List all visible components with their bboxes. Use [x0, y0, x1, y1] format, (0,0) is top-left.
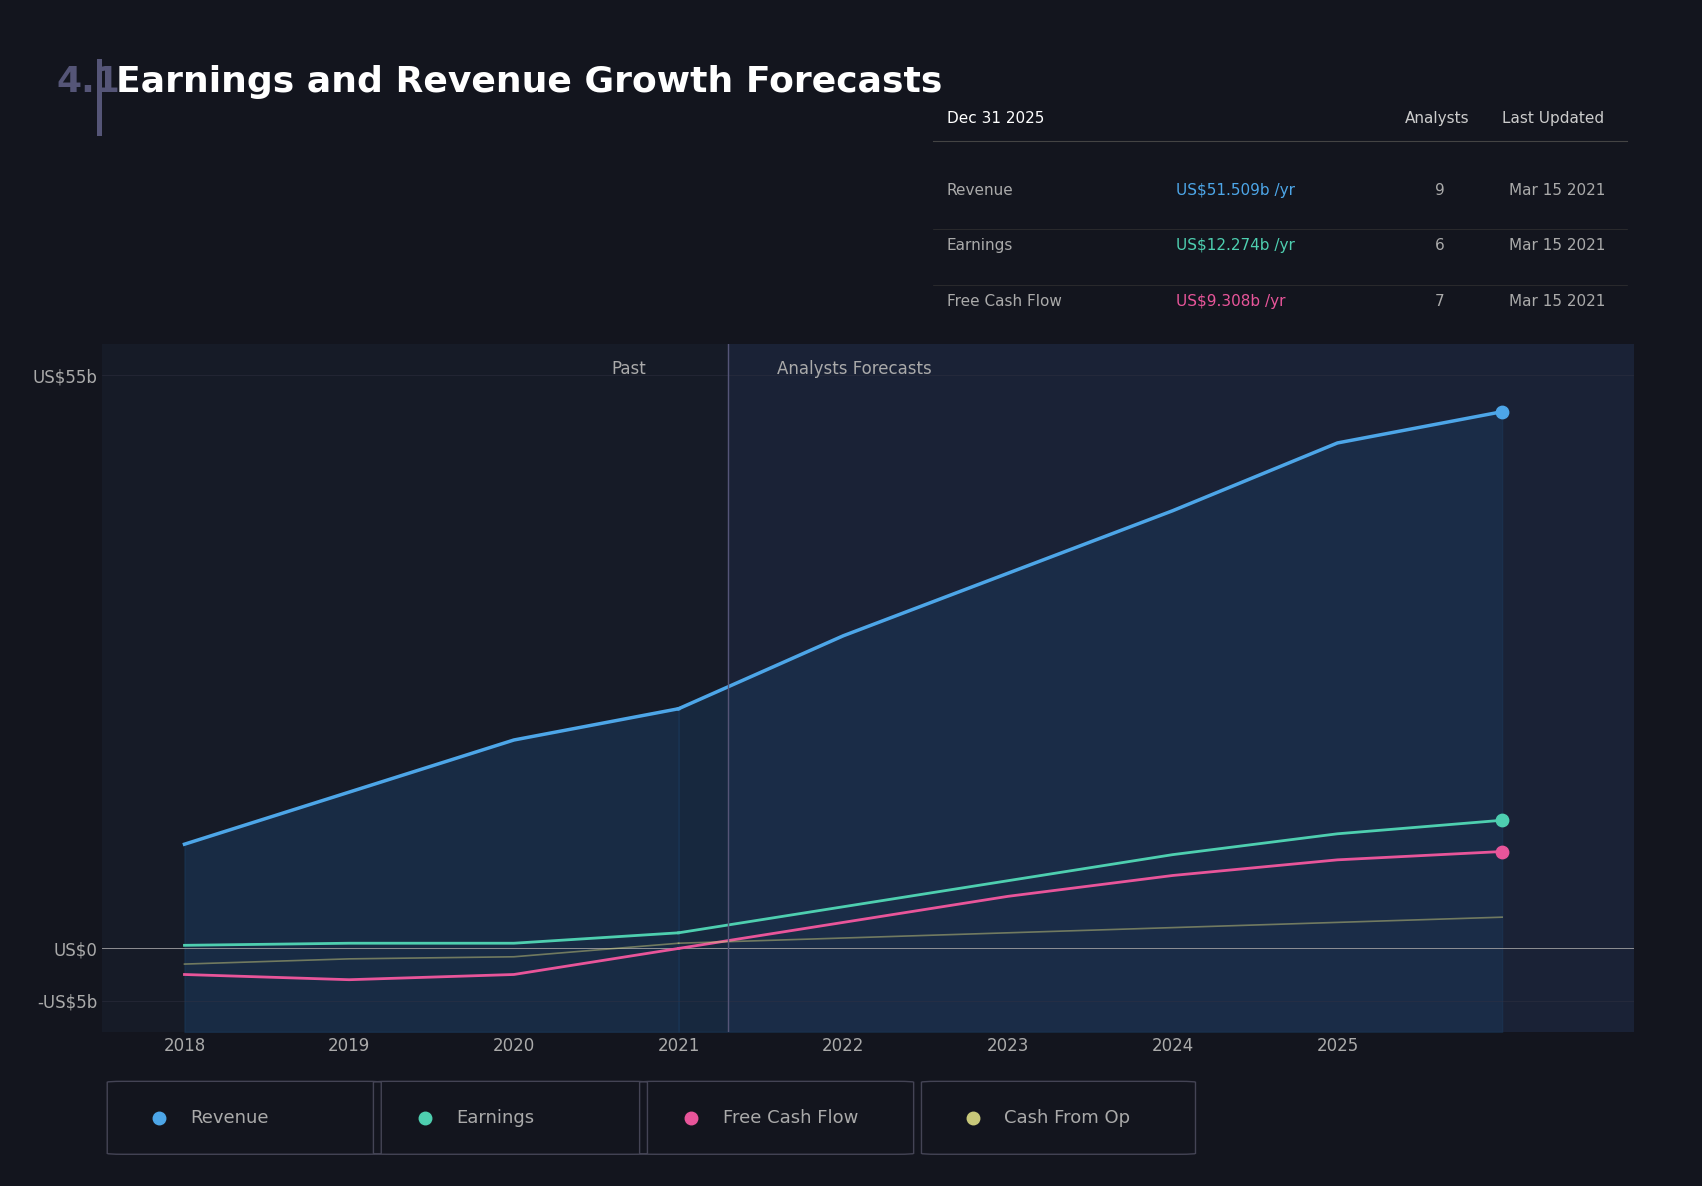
Text: Mar 15 2021: Mar 15 2021 [1510, 183, 1605, 198]
Text: US$51.509b /yr: US$51.509b /yr [1176, 183, 1295, 198]
Text: Past: Past [611, 359, 645, 377]
Text: Revenue: Revenue [191, 1109, 269, 1127]
Point [1489, 842, 1516, 861]
Text: Earnings: Earnings [456, 1109, 534, 1127]
Text: US$9.308b /yr: US$9.308b /yr [1176, 294, 1285, 308]
Text: 7: 7 [1435, 294, 1445, 308]
Text: Mar 15 2021: Mar 15 2021 [1510, 238, 1605, 254]
Text: Analysts Forecasts: Analysts Forecasts [778, 359, 933, 377]
Point [1489, 402, 1516, 421]
Text: 4.1: 4.1 [56, 65, 121, 100]
Text: Analysts: Analysts [1404, 111, 1469, 126]
Text: 6: 6 [1435, 238, 1445, 254]
Text: Last Updated: Last Updated [1503, 111, 1605, 126]
Text: Cash From Op: Cash From Op [1004, 1109, 1130, 1127]
Text: Mar 15 2021: Mar 15 2021 [1510, 294, 1605, 308]
Text: Earnings: Earnings [946, 238, 1013, 254]
Text: 9: 9 [1435, 183, 1445, 198]
Point [1489, 811, 1516, 830]
Text: US$12.274b /yr: US$12.274b /yr [1176, 238, 1295, 254]
Text: Free Cash Flow: Free Cash Flow [723, 1109, 858, 1127]
Bar [728, 344, 1634, 1032]
Text: Free Cash Flow: Free Cash Flow [946, 294, 1062, 308]
Text: Revenue: Revenue [946, 183, 1013, 198]
Text: Earnings and Revenue Growth Forecasts: Earnings and Revenue Growth Forecasts [116, 65, 943, 100]
Text: Dec 31 2025: Dec 31 2025 [946, 111, 1043, 126]
